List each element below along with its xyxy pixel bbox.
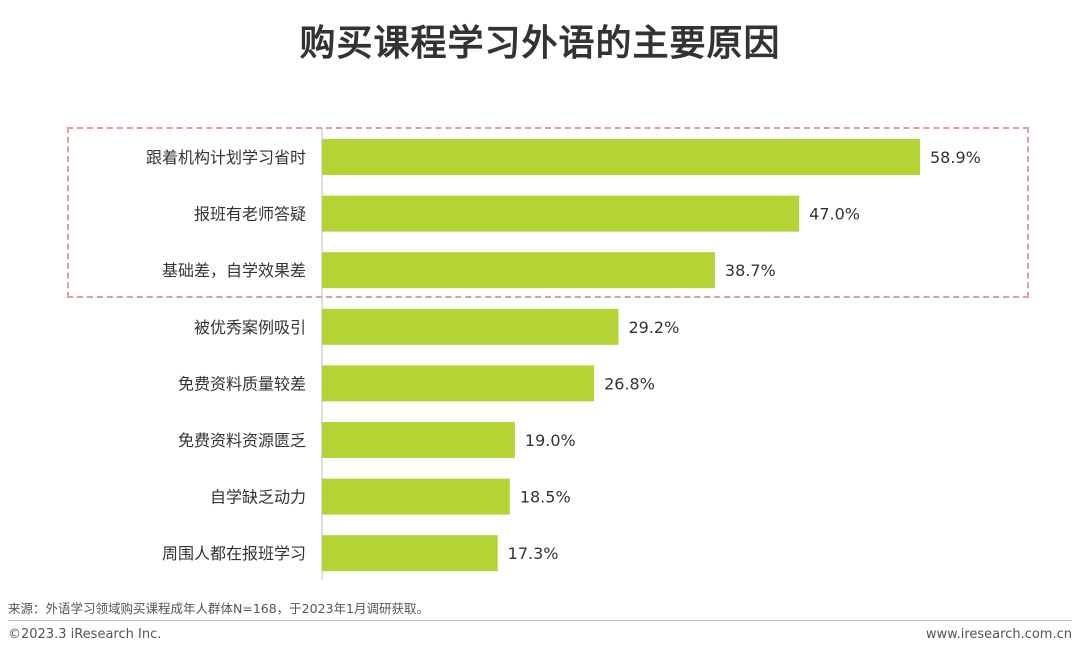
category-label-7: 自学缺乏动力 [210,488,306,507]
bar-6 [322,422,515,458]
bar-4 [322,309,618,345]
website-link: www.iresearch.com.cn [926,627,1072,642]
bar-5 [322,365,594,401]
value-label-7: 18.5% [520,488,571,507]
value-label-8: 17.3% [508,544,559,563]
value-label-5: 26.8% [604,374,655,393]
category-label-8: 周围人都在报班学习 [162,544,306,563]
category-label-4: 被优秀案例吸引 [194,318,306,337]
category-label-5: 免费资料质量较差 [178,374,306,393]
category-label-6: 免费资料资源匮乏 [178,431,306,450]
value-label-4: 29.2% [628,318,679,337]
copyright-text: ©2023.3 iResearch Inc. [8,627,161,642]
highlight-box [67,127,1029,298]
bar-7 [322,479,510,515]
footer-divider [8,620,1072,621]
source-note: 来源：外语学习领域购买课程成年人群体N=168，于2023年1月调研获取。 [8,598,429,617]
value-label-6: 19.0% [525,431,576,450]
bar-8 [322,535,498,571]
bar-chart: 跟着机构计划学习省时 58.9%报班有老师答疑 47.0%基础差，自学效果差 38.7… [0,0,1080,600]
